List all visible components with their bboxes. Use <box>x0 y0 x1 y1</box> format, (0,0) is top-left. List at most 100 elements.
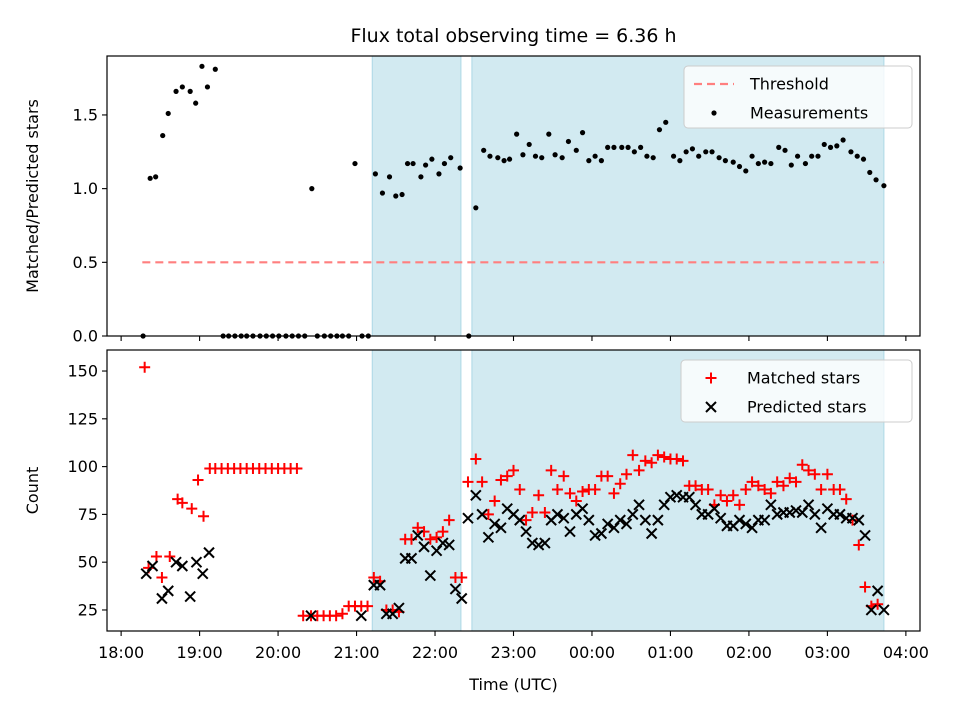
y-tick-label: 0.5 <box>73 253 98 272</box>
predicted-stars-point <box>834 508 846 521</box>
predicted-stars-point <box>652 514 664 526</box>
ratio-panel-legend: Threshold Measurements <box>683 65 913 129</box>
predicted-stars-point <box>539 537 551 549</box>
legend-predicted-stars-label: Predicted stars <box>747 398 867 417</box>
x-tick-label: 00:00 <box>569 643 615 662</box>
measurements-point <box>605 144 611 150</box>
measurements-point <box>501 158 507 164</box>
measurements-point <box>802 160 809 167</box>
predicted-stars-point <box>784 506 796 519</box>
measurements-point <box>506 156 513 162</box>
measurements-point <box>663 119 669 125</box>
measurements-point <box>559 155 565 161</box>
matched-stars-point <box>639 455 651 467</box>
x-tick-label: 21:00 <box>333 643 379 662</box>
predicted-stars-point <box>176 560 189 572</box>
count-panel-legend: Matched stars Predicted stars <box>680 359 913 423</box>
predicted-stars-point <box>146 560 159 572</box>
legend-measurements-label: Measurements <box>750 104 868 123</box>
measurements-point <box>881 183 887 189</box>
matched-stars-point <box>834 484 846 496</box>
measurements-point <box>473 205 479 211</box>
ratio-panel-ylabel: Matched/Predicted stars <box>23 99 42 293</box>
matched-stars-point <box>489 495 501 507</box>
measurements-point <box>565 138 572 145</box>
count-panel-ylabel: Count <box>23 467 42 515</box>
predicted-stars-point <box>576 502 589 515</box>
y-tick-label: 0.0 <box>73 327 98 346</box>
predicted-stars-point <box>802 499 815 511</box>
measurements-point <box>436 171 442 177</box>
predicted-stars-point <box>418 541 430 553</box>
matched-stars-point <box>462 476 474 488</box>
measurements-point <box>821 141 827 148</box>
matched-stars-point <box>482 508 494 520</box>
predicted-stars-point <box>412 529 424 542</box>
measurements-point <box>611 144 617 150</box>
y-tick-label: 100 <box>67 457 98 476</box>
matched-stars-point <box>437 526 449 538</box>
legend-predicted-stars-swatch <box>705 401 717 413</box>
measurements-point <box>755 160 761 167</box>
predicted-stars-point <box>595 527 608 540</box>
matched-stars-point <box>176 497 188 509</box>
matched-stars-point <box>840 493 852 505</box>
predicted-stars-point <box>495 522 507 534</box>
count-panel-frame <box>106 349 921 632</box>
x-tick-label: 22:00 <box>412 643 458 662</box>
predicted-stars-point <box>645 527 658 540</box>
measurements-point <box>709 149 715 155</box>
matched-stars-point <box>803 464 815 476</box>
matched-stars-point <box>570 495 582 507</box>
matched-stars-point <box>526 506 538 518</box>
measurements-point <box>683 149 689 155</box>
measurements-point <box>848 149 854 155</box>
measurements-point <box>730 159 736 165</box>
measurements-point <box>827 144 834 150</box>
measurements-point <box>514 131 520 137</box>
matched-stars-point <box>727 489 739 501</box>
measurements-point <box>598 158 604 164</box>
measurements-point <box>379 190 386 196</box>
predicted-stars-point <box>740 518 752 530</box>
predicted-stars-point <box>470 489 482 501</box>
y-tick-label: 125 <box>67 409 98 428</box>
matched-stars-point <box>872 598 884 610</box>
matched-stars-point <box>608 487 620 499</box>
predicted-stars-point <box>520 525 532 538</box>
measurements-point <box>153 174 159 180</box>
matched-stars-point <box>853 539 865 551</box>
measurements-point <box>854 153 860 159</box>
matched-stars-point <box>330 610 342 622</box>
matched-stars-point <box>633 464 645 476</box>
measurements-point <box>399 191 405 198</box>
matched-stars-point <box>790 476 802 488</box>
matched-stars-point <box>859 581 871 593</box>
measurements-point <box>794 153 801 159</box>
matched-stars-point <box>671 453 683 465</box>
measurements-point <box>743 168 749 174</box>
matched-stars-point <box>470 453 482 465</box>
measurements-point <box>625 144 631 150</box>
predicted-stars-point <box>197 567 209 580</box>
predicted-stars-point <box>355 609 367 622</box>
predicted-stars-point <box>664 491 677 503</box>
predicted-stars-point <box>405 552 418 565</box>
matched-stars-point <box>412 522 424 534</box>
matched-stars-point <box>533 489 545 501</box>
predicted-stars-point <box>488 518 501 530</box>
chart-title: Flux total observing time = 6.36 h <box>350 25 676 47</box>
measurements-point <box>404 160 411 167</box>
measurements-point <box>212 66 218 72</box>
y-tick-label: 75 <box>78 505 98 524</box>
y-tick-label: 150 <box>67 362 98 381</box>
predicted-stars-point <box>620 518 633 530</box>
matched-stars-point <box>501 470 513 482</box>
measurements-point <box>840 137 846 143</box>
matched-stars-point <box>362 600 374 612</box>
predicted-stars-point <box>203 546 215 559</box>
predicted-stars-point <box>708 502 721 515</box>
measurements-point <box>631 149 637 155</box>
matched-stars-point <box>551 484 563 496</box>
